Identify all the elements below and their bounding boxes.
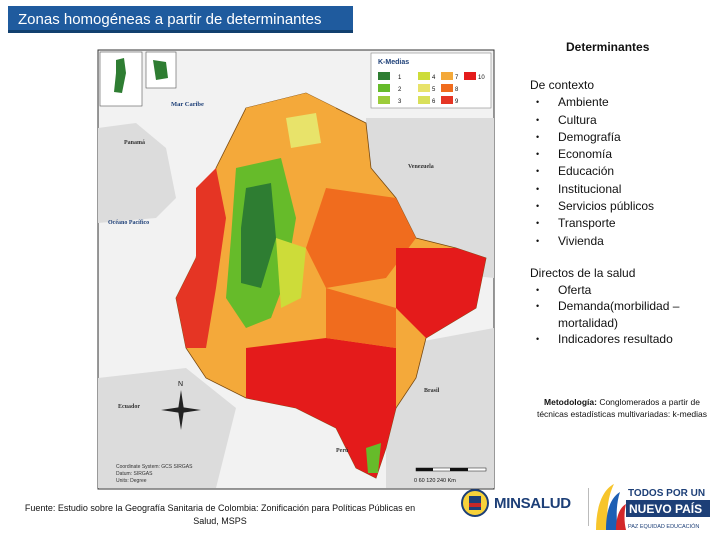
ecuador-land xyxy=(98,368,236,488)
bullet-icon: • xyxy=(536,201,540,212)
label-brasil: Brasil xyxy=(424,388,440,394)
health-determinants-list: Directos de la salud • Oferta • Demanda(mo… xyxy=(530,265,710,348)
list-item: • Demografía xyxy=(530,129,710,146)
logo-line-3: PAZ EQUIDAD EDUCACIÓN xyxy=(628,523,699,530)
list-item: • Ambiente xyxy=(530,94,710,111)
legend-number: 8 xyxy=(455,87,459,93)
north-arrow-icon: N xyxy=(161,381,201,430)
legend-number: 3 xyxy=(398,99,402,105)
zone-guaviare xyxy=(326,288,396,348)
list-item: • Indicadores resultado xyxy=(530,331,710,348)
label-oceano-pacifico: Océano Pacífico xyxy=(108,220,149,226)
source-note: Fuente: Estudio sobre la Geografía Sanit… xyxy=(24,503,416,526)
bullet-icon: • xyxy=(536,235,540,246)
legend-number: 4 xyxy=(432,75,436,81)
svg-text:N: N xyxy=(178,381,183,388)
colombia-zoning-map: K-Medias 1 4 7 10 2 5 8 3 6 9 xyxy=(96,48,496,491)
context-determinants-list: De contexto • Ambiente • Cultura • Demograf… xyxy=(530,77,710,250)
legend-number: 6 xyxy=(432,99,436,105)
todos-por-un-nuevo-pais-logo: TODOS POR UN NUEVO PAÍS PAZ EQUIDAD EDUC… xyxy=(596,484,710,530)
legend-number: 2 xyxy=(398,87,402,93)
datum-text: Datum: SIRGAS xyxy=(116,471,153,477)
health-title: Directos de la salud xyxy=(530,266,636,280)
methodology-text: Conglomerados a partir de técnicas estad… xyxy=(536,397,708,419)
bullet-icon: • xyxy=(536,97,540,108)
logo-line-1: TODOS POR UN xyxy=(628,488,705,499)
zone-east xyxy=(396,248,486,338)
zone-llanos xyxy=(306,188,416,288)
context-title: De contexto xyxy=(530,78,595,92)
units-text: Units: Degree xyxy=(116,478,147,484)
legend-box xyxy=(370,52,492,109)
zone-amazon xyxy=(246,338,396,478)
logo-line-2: NUEVO PAÍS xyxy=(629,501,702,516)
slide-title: Zonas homogéneas a partir de determinant… xyxy=(8,6,353,33)
panama-land xyxy=(98,123,176,223)
determinants-heading: Determinantes xyxy=(566,40,650,54)
zone-leticia xyxy=(366,443,381,473)
legend-number: 9 xyxy=(455,99,459,105)
logo-divider xyxy=(588,488,589,526)
zone-andean-dark xyxy=(241,183,276,288)
list-item: • Servicios públicos xyxy=(530,198,710,215)
legend-swatches: 1 4 7 10 2 5 8 3 6 9 xyxy=(378,72,485,105)
bullet-icon: • xyxy=(536,149,540,160)
label-panama: Panamá xyxy=(124,140,145,146)
bullet-icon: • xyxy=(536,131,540,142)
svg-text:0 60 120 240 Km: 0 60 120 240 Km xyxy=(414,478,456,484)
bullet-icon: • xyxy=(536,218,540,229)
bullet-icon: • xyxy=(536,334,540,344)
zone-caribbean-yellow xyxy=(286,113,321,148)
label-venezuela: Venezuela xyxy=(408,164,434,170)
bullet-icon: • xyxy=(536,284,540,295)
coord-system-text: Coordinate System: GCS SIRGAS xyxy=(116,464,193,470)
list-item: • Transporte xyxy=(530,215,710,232)
legend-title: K-Medias xyxy=(378,59,409,66)
label-peru: Perú xyxy=(336,448,349,454)
legend-number: 5 xyxy=(432,87,436,93)
colombia-crest-icon xyxy=(461,489,489,517)
list-item: • Educación xyxy=(530,163,710,180)
bullet-icon: • xyxy=(536,301,540,311)
list-item: • Demanda(morbilidad – mortalidad) xyxy=(530,298,710,331)
list-item: • Cultura xyxy=(530,112,710,129)
legend-number: 10 xyxy=(478,75,485,81)
bullet-icon: • xyxy=(536,183,540,194)
scale-bar: 0 60 120 240 Km xyxy=(414,467,487,484)
list-item: • Vivienda xyxy=(530,233,710,250)
methodology-note: Metodología: Conglomerados a partir de t… xyxy=(530,396,714,420)
minsalud-logo: MINSALUD xyxy=(494,495,571,512)
bullet-icon: • xyxy=(536,114,540,125)
zone-pacific xyxy=(176,168,226,348)
label-mar-caribe: Mar Caribe xyxy=(171,101,204,108)
legend-number: 7 xyxy=(455,75,459,81)
list-item: • Economía xyxy=(530,146,710,163)
bullet-icon: • xyxy=(536,166,540,177)
label-ecuador: Ecuador xyxy=(118,404,140,410)
list-item: • Oferta xyxy=(530,282,710,299)
methodology-label: Metodología: xyxy=(544,397,597,407)
zone-andean-yellow xyxy=(276,238,306,308)
legend-number: 1 xyxy=(398,75,402,81)
list-item: • Institucional xyxy=(530,181,710,198)
